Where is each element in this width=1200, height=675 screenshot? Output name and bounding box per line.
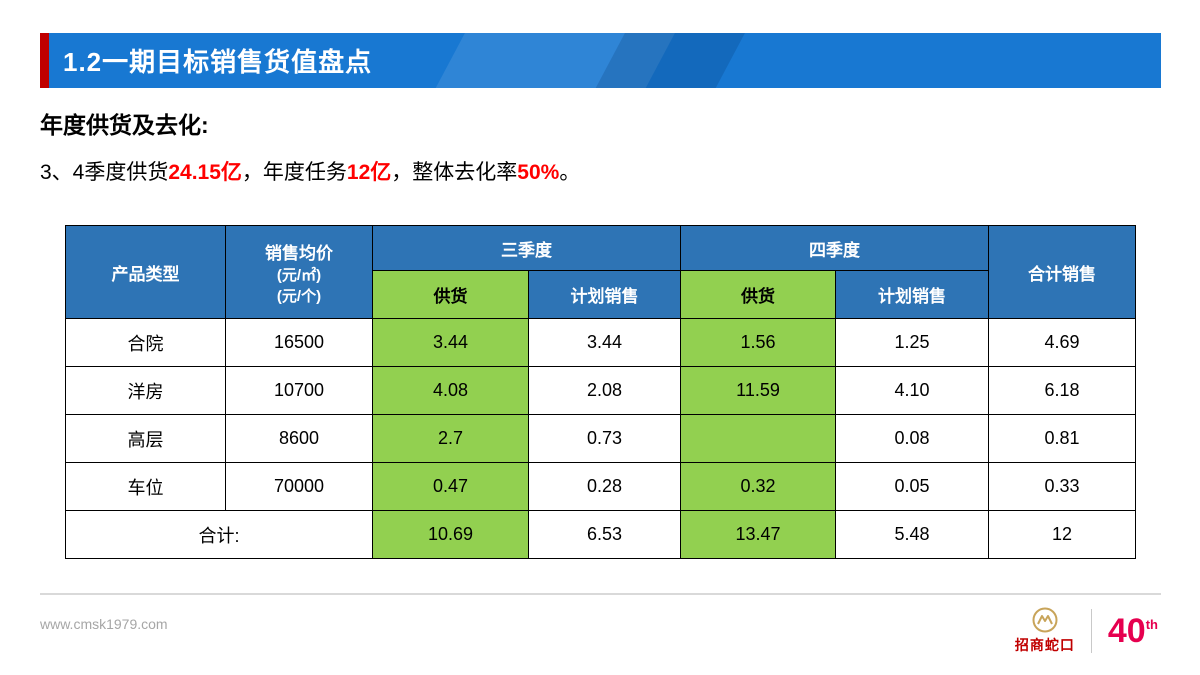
title-banner: 1.2一期目标销售货值盘点 [40, 33, 1161, 88]
summary-seg2: ，年度任务 [241, 161, 347, 184]
q3-supply-cell: 2.7 [372, 414, 529, 463]
cmsk-logo-icon [1032, 607, 1058, 633]
summary-seg1: 3、4季度供货 [40, 161, 169, 184]
header-avg-price-line1: 销售均价 [265, 243, 333, 263]
q3-plan-total-cell: 6.53 [528, 510, 681, 559]
q3-supply-total-cell: 10.69 [372, 510, 529, 559]
website-url: www.cmsk1979.com [40, 616, 168, 632]
q3-supply-cell: 0.47 [372, 462, 529, 511]
summary-value-task: 12亿 [346, 161, 392, 184]
banner-red-accent [40, 33, 49, 88]
table-row-yangfang: 洋房 10700 4.08 2.08 11.59 4.10 6.18 [65, 366, 1136, 415]
total-sales-cell: 0.33 [988, 462, 1136, 511]
product-type-cell: 高层 [65, 414, 226, 463]
header-q3-supply: 供货 [372, 270, 529, 319]
footer-vertical-divider [1090, 609, 1092, 653]
header-avg-price: 销售均价 (元/㎡) (元/个) [225, 225, 373, 319]
q4-plan-cell: 4.10 [835, 366, 989, 415]
anniversary-suffix: th [1145, 617, 1158, 632]
product-type-cell: 车位 [65, 462, 226, 511]
header-avg-price-line3: (元/个) [276, 287, 322, 305]
q3-plan-cell: 0.28 [528, 462, 681, 511]
footer-divider-line [40, 593, 1161, 595]
header-q4-plan: 计划销售 [835, 270, 989, 319]
table-row-heyuan: 合院 16500 3.44 3.44 1.56 1.25 4.69 [65, 318, 1136, 367]
summary-line: 3、4季度供货24.15亿，年度任务12亿，整体去化率50%。 [40, 156, 580, 186]
table-row-chewei: 车位 70000 0.47 0.28 0.32 0.05 0.33 [65, 462, 1136, 511]
sales-table: 产品类型 销售均价 (元/㎡) (元/个) 三季度 四季度 合计销售 供货 计划… [65, 225, 1136, 559]
q4-supply-cell [680, 414, 836, 463]
product-type-cell: 合院 [65, 318, 226, 367]
summary-seg4: 。 [559, 161, 581, 184]
header-product-type: 产品类型 [65, 225, 226, 319]
header-q3-plan: 计划销售 [528, 270, 681, 319]
brand-name: 招商蛇口 [1014, 637, 1075, 653]
q3-supply-cell: 4.08 [372, 366, 529, 415]
q3-plan-cell: 3.44 [528, 318, 681, 367]
header-q4: 四季度 [680, 225, 989, 271]
q4-plan-cell: 1.25 [835, 318, 989, 367]
page-title: 1.2一期目标销售货值盘点 [63, 47, 373, 77]
summary-value-rate: 50% [517, 161, 560, 184]
anniversary-badge: 40 th [1108, 614, 1158, 648]
summary-value-supply: 24.15亿 [168, 161, 242, 184]
header-total-sales: 合计销售 [988, 225, 1136, 319]
q4-plan-cell: 0.08 [835, 414, 989, 463]
total-sales-cell: 0.81 [988, 414, 1136, 463]
q4-supply-cell: 11.59 [680, 366, 836, 415]
q3-plan-cell: 0.73 [528, 414, 681, 463]
header-avg-price-line2: (元/㎡) [276, 266, 322, 284]
product-type-cell: 洋房 [65, 366, 226, 415]
avg-price-cell: 10700 [225, 366, 373, 415]
anniversary-number: 40 [1107, 612, 1146, 650]
total-label-cell: 合计: [65, 510, 373, 559]
q4-supply-cell: 1.56 [680, 318, 836, 367]
banner-body: 1.2一期目标销售货值盘点 [49, 33, 1161, 88]
total-sales-cell: 4.69 [988, 318, 1136, 367]
q4-supply-total-cell: 13.47 [680, 510, 836, 559]
q4-supply-cell: 0.32 [680, 462, 836, 511]
q3-plan-cell: 2.08 [528, 366, 681, 415]
header-q4-supply: 供货 [680, 270, 836, 319]
avg-price-cell: 16500 [225, 318, 373, 367]
table-total-row: 合计: 10.69 6.53 13.47 5.48 12 [65, 510, 1136, 559]
q4-plan-total-cell: 5.48 [835, 510, 989, 559]
total-sales-cell: 6.18 [988, 366, 1136, 415]
total-sales-total-cell: 12 [988, 510, 1136, 559]
avg-price-cell: 70000 [225, 462, 373, 511]
section-heading: 年度供货及去化: [40, 112, 209, 138]
summary-seg3: ，整体去化率 [391, 161, 518, 184]
header-q3: 三季度 [372, 225, 681, 271]
footer-logo-group: 招商蛇口 40 th [1015, 602, 1158, 660]
sales-table-container: 产品类型 销售均价 (元/㎡) (元/个) 三季度 四季度 合计销售 供货 计划… [65, 225, 1136, 559]
q3-supply-cell: 3.44 [372, 318, 529, 367]
avg-price-cell: 8600 [225, 414, 373, 463]
table-row-gaoceng: 高层 8600 2.7 0.73 0.08 0.81 [65, 414, 1136, 463]
q4-plan-cell: 0.05 [835, 462, 989, 511]
cmsk-logo: 招商蛇口 [1015, 607, 1075, 655]
